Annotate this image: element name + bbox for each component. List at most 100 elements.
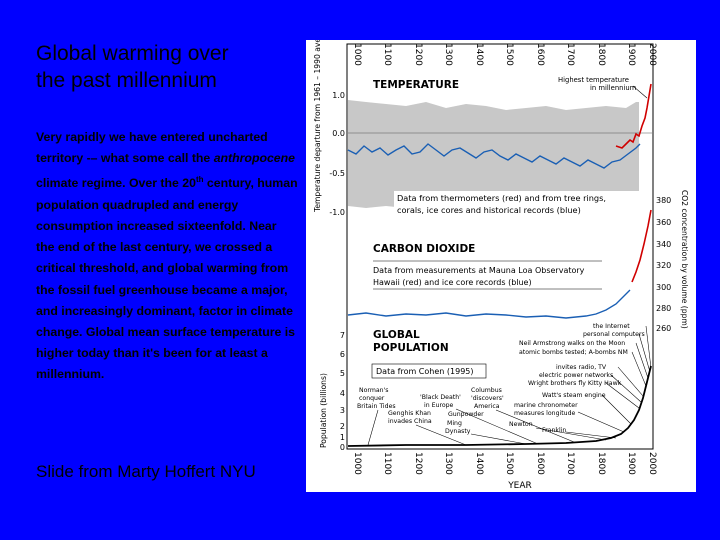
slide-credit: Slide from Marty Hoffert NYU — [36, 462, 256, 481]
bottom-tick-1400: 1400 — [474, 452, 484, 475]
pointer-black-death — [455, 408, 539, 445]
temp-tick-0: 0.0 — [332, 129, 345, 138]
co2-panel-title: CARBON DIOXIDE — [373, 243, 475, 255]
event-norman-2: conquer — [359, 395, 385, 402]
co2-tick-320: 320 — [656, 261, 671, 270]
pointer-watt — [601, 394, 632, 425]
bottom-x-ticks: 1000 1100 1200 1300 1400 1500 1600 1700 … — [352, 452, 657, 475]
event-genghis-2: invades China — [388, 418, 432, 425]
pop-tick-1: 1 — [340, 433, 345, 442]
co2-tick-280: 280 — [656, 304, 671, 313]
pop-tick-0: 0 — [340, 443, 345, 452]
body-emphasis: anthropocene — [213, 151, 295, 166]
event-columbus-3: America — [474, 403, 500, 410]
population-panel-title-2: POPULATION — [373, 342, 449, 354]
pointer-chronometer — [577, 411, 625, 433]
pointer-wright — [605, 382, 640, 409]
event-pc: personal computers — [583, 331, 645, 338]
co2-tick-360: 360 — [656, 218, 671, 227]
temperature-note-1: Data from thermometers (red) and from tr… — [397, 193, 606, 203]
top-tick-1900: 1900 — [626, 43, 636, 66]
event-internet: the Internet — [593, 323, 630, 330]
event-columbus-1: Columbus — [471, 387, 502, 394]
population-y-ticks: 7 6 5 4 3 2 1 0 — [340, 331, 345, 452]
co2-panel: CARBON DIOXIDE Data from measurements at… — [347, 190, 689, 333]
event-genghis-1: Genghis Khan — [388, 410, 431, 417]
population-source: Data from Cohen (1995) — [376, 367, 474, 376]
event-longitude: measures longitude — [514, 410, 576, 417]
event-ming-2: Dynasty — [445, 428, 471, 435]
event-moon: Neil Armstrong walks on the Moon — [519, 340, 625, 347]
pointer-genghis — [415, 424, 467, 446]
plot-frame — [346, 43, 654, 450]
bottom-tick-1800: 1800 — [596, 452, 606, 475]
top-tick-1200: 1200 — [413, 43, 423, 66]
top-tick-1300: 1300 — [443, 43, 453, 66]
pointer-ming — [470, 433, 527, 445]
pointer-franklin — [565, 431, 617, 439]
temperature-thermometer-series — [615, 83, 652, 149]
pop-tick-6: 6 — [340, 350, 345, 359]
pop-tick-5: 5 — [340, 369, 345, 378]
co2-note-1: Data from measurements at Mauna Loa Obse… — [373, 266, 585, 275]
top-tick-2000: 2000 — [647, 43, 657, 66]
slide-body: Very rapidly we have entered uncharted t… — [36, 127, 298, 386]
body-part-2: climate regime. Over the 20 — [36, 176, 196, 191]
event-newton: Newton — [509, 421, 533, 428]
body-part-1: Very rapidly we have entered uncharted t… — [36, 130, 268, 166]
population-series — [347, 365, 652, 447]
top-tick-1600: 1600 — [535, 43, 545, 66]
pop-tick-7: 7 — [340, 331, 345, 340]
slide-title-line-1: Global warming over — [36, 42, 229, 65]
event-black-death-2: in Europe — [424, 402, 454, 409]
body-superscript: th — [195, 175, 204, 185]
event-watt: Watt's steam engine — [542, 392, 606, 399]
temp-tick-m05: -0.5 — [329, 169, 345, 178]
pointer-internet — [645, 325, 652, 369]
population-y-axis-label: Population (billions) — [319, 373, 328, 448]
pointer-tv — [617, 366, 644, 397]
event-chronometer: marine chronometer — [514, 402, 578, 409]
bottom-tick-1600: 1600 — [535, 452, 545, 475]
population-event-labels: the Internet personal computers Neil Arm… — [357, 323, 645, 435]
bottom-tick-2000: 2000 — [647, 452, 657, 475]
co2-ice-core-series — [347, 289, 631, 319]
event-norman-3: Britain Tides — [357, 403, 396, 410]
climate-figure: 1000 1100 1200 1300 1400 1500 1600 1700 … — [306, 40, 696, 492]
body-part-3: century, human population quadrupled and… — [36, 176, 298, 382]
pointer-power — [610, 374, 642, 403]
top-tick-1500: 1500 — [504, 43, 514, 66]
event-power: electric power networks — [539, 372, 613, 379]
pointer-norman — [367, 409, 379, 446]
slide-title: Global warming over the past millennium — [36, 40, 296, 94]
event-ming-1: Ming — [447, 420, 462, 427]
top-x-ticks: 1000 1100 1200 1300 1400 1500 1600 1700 … — [352, 43, 657, 66]
top-tick-1100: 1100 — [382, 43, 392, 66]
population-event-pointers — [367, 325, 652, 446]
event-norman-1: Norman's — [359, 387, 389, 394]
climate-figure-svg: 1000 1100 1200 1300 1400 1500 1600 1700 … — [313, 40, 689, 491]
co2-y-axis-label: CO2 concentration by volume (ppm) — [680, 190, 689, 329]
event-tv: invites radio, TV — [556, 364, 607, 371]
event-gunpowder: Gunpowder — [448, 411, 484, 418]
event-columbus-2: 'discovers' — [471, 395, 504, 402]
bottom-tick-1300: 1300 — [443, 452, 453, 475]
x-axis-label: YEAR — [507, 481, 532, 491]
pointer-newton — [535, 427, 607, 441]
pointer-columbus — [495, 409, 575, 443]
top-tick-1800: 1800 — [596, 43, 606, 66]
top-tick-1400: 1400 — [474, 43, 484, 66]
pointer-moon — [635, 342, 649, 379]
temperature-uncertainty-band — [348, 100, 639, 212]
pop-tick-3: 3 — [340, 406, 345, 415]
event-wright: Wright brothers fly Kitty Hawk — [528, 380, 622, 387]
pop-tick-4: 4 — [340, 389, 345, 398]
population-source-box — [371, 363, 487, 379]
temperature-y-axis-label: Temperature departure from 1961 – 1990 a… — [313, 40, 322, 213]
highest-temp-label-2: in millennium — [590, 84, 637, 92]
slide-title-line-2: the past millennium — [36, 69, 217, 92]
event-atomic: atomic bombs tested; A-bombs NM — [519, 349, 628, 356]
bottom-tick-1200: 1200 — [413, 452, 423, 475]
pop-tick-2: 2 — [340, 422, 345, 431]
temperature-panel: TEMPERATURE Highest temperature in mille… — [313, 40, 652, 217]
